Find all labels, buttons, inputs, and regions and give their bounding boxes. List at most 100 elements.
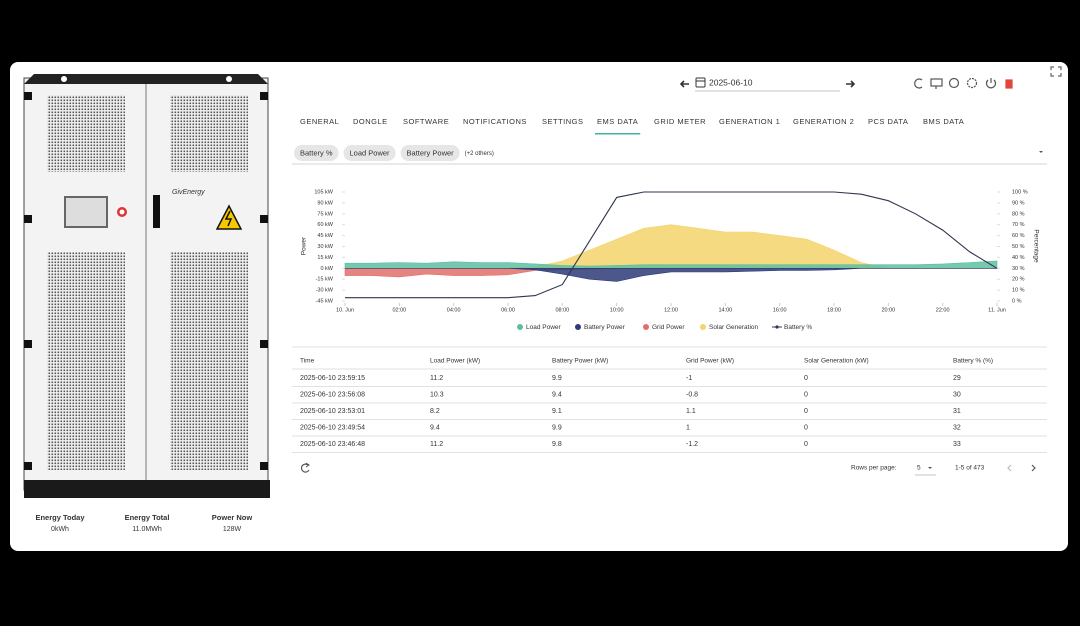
tab[interactable]: GENERATION 1	[719, 117, 780, 126]
legend-label[interactable]: Solar Generation	[709, 324, 759, 331]
stat-label: Power Now	[212, 513, 253, 522]
area	[345, 268, 997, 282]
legend-label[interactable]: Load Power	[526, 324, 562, 331]
legend-swatch	[643, 324, 649, 330]
filter-chip[interactable]: Battery %	[294, 145, 339, 161]
y-tick-label: 90 kW	[317, 200, 333, 206]
table-header: Battery Power (kW)	[552, 358, 608, 365]
table-header: Battery % (%)	[953, 358, 993, 365]
table-cell: -1.2	[686, 441, 698, 448]
y-tick-label: 15 kW	[317, 255, 333, 261]
toolbar-icons[interactable]	[914, 66, 1062, 89]
y-tick-label: 0 kW	[320, 266, 333, 272]
x-tick-label: 18:00	[827, 307, 841, 313]
stat-value: 128W	[223, 526, 242, 533]
y-tick-label: -45 kW	[316, 298, 334, 304]
x-tick-label: 08:00	[555, 307, 569, 313]
table-cell: 8.2	[430, 408, 440, 415]
tab[interactable]: NOTIFICATIONS	[463, 117, 527, 126]
table-cell: 9.9	[552, 424, 562, 431]
table-header: Load Power (kW)	[430, 358, 480, 365]
date-value: 2025-06-10	[709, 77, 753, 87]
x-tick-label: 06:00	[501, 307, 515, 313]
y2-tick-label: 100 %	[1012, 189, 1028, 195]
refresh-button[interactable]	[300, 462, 310, 473]
x-tick-label: 02:00	[392, 307, 406, 313]
tab[interactable]: GRID METER	[654, 117, 706, 126]
filter-dropdown[interactable]	[1039, 151, 1043, 153]
table-cell: 10.3	[430, 391, 444, 398]
tab[interactable]: SOFTWARE	[403, 117, 449, 126]
x-tick-label: 22:00	[936, 307, 950, 313]
chip-more: (+2 others)	[465, 151, 494, 157]
tab[interactable]: DONGLE	[353, 117, 388, 126]
date-picker[interactable]: 2025-06-10	[679, 77, 856, 92]
legend-label[interactable]: Grid Power	[652, 324, 685, 331]
y2-tick-label: 50 %	[1012, 244, 1025, 250]
table-cell: 11.2	[430, 441, 443, 448]
table-cell: 11.2	[430, 375, 443, 382]
tab[interactable]: BMS DATA	[923, 117, 964, 126]
legend-label[interactable]: Battery Power	[584, 324, 626, 331]
battery-line	[345, 191, 998, 299]
table-header: Grid Power (kW)	[686, 358, 734, 365]
y-tick-label: 30 kW	[317, 244, 333, 250]
filter-chip[interactable]: Load Power	[343, 145, 396, 161]
y2-tick-label: 80 %	[1012, 211, 1025, 217]
table-cell: 9.9	[552, 375, 562, 382]
table-cell: 9.4	[430, 424, 440, 431]
table-cell: 9.4	[552, 391, 562, 398]
tab[interactable]: SETTINGS	[542, 117, 584, 126]
table-cell: 1	[686, 424, 690, 431]
legend-swatch	[575, 324, 581, 330]
table-cell: 29	[953, 375, 961, 382]
x-tick-label: 14:00	[718, 307, 732, 313]
table-cell: 2025-06-10 23:49:54	[300, 424, 365, 431]
y2-tick-label: 10 %	[1012, 288, 1025, 294]
tab[interactable]: PCS DATA	[868, 117, 908, 126]
y-tick-label: 75 kW	[317, 211, 333, 217]
stat-label: Energy Total	[125, 513, 170, 522]
page-range: 1-5 of 473	[955, 465, 985, 472]
y2-tick-label: 40 %	[1012, 255, 1025, 261]
prev-page[interactable]	[1007, 464, 1012, 472]
y2-tick-label: 30 %	[1012, 266, 1025, 272]
y-tick-label: 45 kW	[317, 233, 333, 239]
legend-swatch	[517, 324, 523, 330]
y2-tick-label: 0 %	[1012, 298, 1022, 304]
device-image: GivEnergy	[23, 74, 270, 498]
next-page[interactable]	[1031, 464, 1036, 472]
rows-dropdown-caret[interactable]	[928, 467, 932, 469]
table-cell: 0	[804, 424, 808, 431]
y2-axis-title: Percentage	[1032, 229, 1039, 263]
y-tick-label: -15 kW	[316, 277, 334, 283]
table-header: Time	[300, 358, 315, 365]
table-cell: 1.1	[686, 408, 696, 415]
y-axis-title: Power	[301, 236, 308, 255]
tab-indicator	[595, 133, 641, 135]
tab[interactable]: GENERATION 2	[793, 117, 854, 126]
device-brand: GivEnergy	[172, 189, 205, 196]
stat-value: 0kWh	[51, 526, 69, 533]
table-header: Solar Generation (kW)	[804, 358, 869, 365]
tab[interactable]: GENERAL	[300, 117, 339, 126]
table-cell: 2025-06-10 23:46:48	[300, 441, 365, 448]
area	[344, 260, 998, 269]
chip-label: Battery %	[300, 148, 333, 157]
tab[interactable]: EMS DATA	[597, 117, 638, 126]
table-cell: 0	[804, 375, 808, 382]
rows-per-page-label: Rows per page:	[851, 465, 897, 472]
table-cell: 0	[804, 391, 808, 398]
chip-bg	[343, 145, 396, 161]
rows-per-page-value[interactable]: 5	[917, 465, 921, 472]
legend-swatch-dot	[775, 325, 779, 329]
table-cell: 9.1	[552, 408, 562, 415]
chip-label: Load Power	[350, 148, 391, 157]
x-tick-label: 20:00	[881, 307, 895, 313]
filter-chip[interactable]: Battery Power	[400, 145, 460, 161]
table-cell: -1	[686, 375, 692, 382]
legend-label[interactable]: Battery %	[784, 324, 812, 331]
chip-label: Battery Power	[407, 148, 455, 157]
x-tick-label: 12:00	[664, 307, 678, 313]
